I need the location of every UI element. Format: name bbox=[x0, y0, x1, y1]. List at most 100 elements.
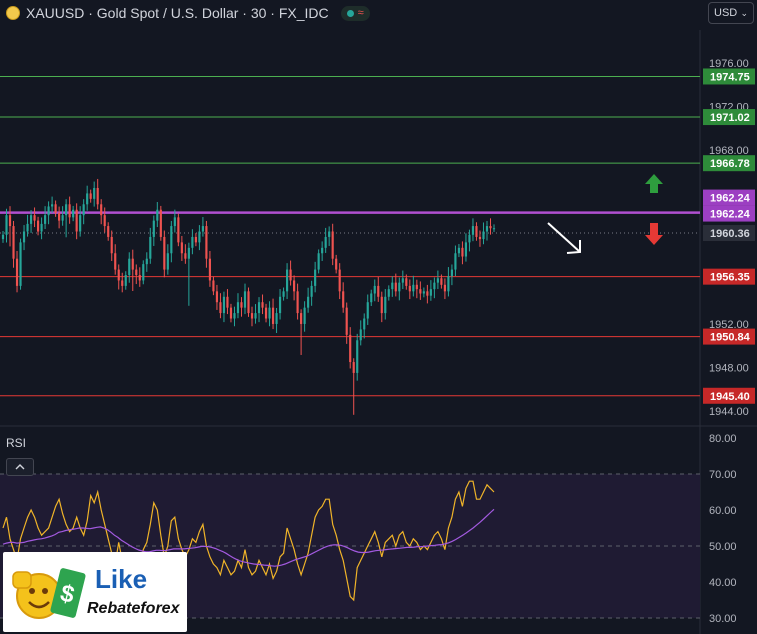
candle-body bbox=[314, 269, 317, 286]
candle-body bbox=[215, 291, 219, 303]
candle-body bbox=[278, 296, 282, 314]
candle-body bbox=[352, 362, 355, 373]
candle-body bbox=[443, 284, 446, 292]
candle-body bbox=[163, 236, 166, 270]
candle-body bbox=[303, 307, 306, 324]
candle-body bbox=[68, 204, 71, 218]
candle-body bbox=[331, 231, 334, 259]
price-tick-label: 1948.00 bbox=[709, 362, 749, 374]
candle-body bbox=[433, 282, 436, 290]
candle-body bbox=[177, 217, 180, 243]
chevron-up-icon bbox=[15, 464, 25, 470]
price-tick-label: 1944.00 bbox=[709, 406, 749, 418]
candle-body bbox=[293, 280, 296, 292]
candle-body bbox=[363, 318, 366, 330]
price-tick-label: 1976.00 bbox=[709, 58, 749, 70]
symbol-title[interactable]: XAUUSD · Gold Spot / U.S. Dollar · 30 · … bbox=[26, 5, 329, 21]
candle-body bbox=[58, 213, 61, 221]
candle-body bbox=[187, 247, 190, 259]
level-badge-label: 1966.78 bbox=[710, 158, 750, 170]
currency-dropdown[interactable]: USD ⌄ bbox=[708, 2, 754, 24]
market-open-dot-icon bbox=[346, 9, 354, 17]
rsi-tick-label: 30.00 bbox=[709, 613, 737, 625]
candle-body bbox=[212, 280, 215, 292]
candle-body bbox=[135, 269, 138, 276]
candle-body bbox=[307, 296, 310, 308]
candle-body bbox=[103, 215, 106, 227]
candle-body bbox=[282, 291, 285, 297]
candle-body bbox=[405, 278, 408, 286]
level-badge-pivot bbox=[703, 205, 755, 222]
candle-body bbox=[201, 226, 204, 232]
price-levels bbox=[0, 75, 700, 397]
candle-body bbox=[226, 296, 229, 308]
candle-body bbox=[138, 275, 141, 281]
rsi-ma-line bbox=[2, 508, 495, 567]
candle-body bbox=[79, 215, 82, 232]
candle-body bbox=[419, 289, 422, 294]
candle-body bbox=[461, 247, 464, 257]
candle-body bbox=[5, 215, 8, 235]
rsi-tick-label: 80.00 bbox=[709, 433, 737, 445]
candle-body bbox=[152, 220, 155, 237]
candle-body bbox=[33, 215, 36, 221]
candle-body bbox=[401, 278, 404, 283]
candle-body bbox=[254, 313, 257, 319]
last-price-badge bbox=[703, 225, 755, 242]
candle-body bbox=[121, 280, 124, 286]
candle-body bbox=[194, 236, 197, 243]
candle-body bbox=[124, 275, 127, 286]
candlesticks bbox=[1, 178, 496, 415]
candle-body bbox=[43, 215, 47, 224]
candle-body bbox=[426, 291, 429, 296]
candle-body bbox=[440, 278, 443, 285]
rsi-tick-label: 50.00 bbox=[709, 541, 737, 553]
chevron-down-icon: ⌄ bbox=[740, 7, 748, 18]
candle-body bbox=[36, 220, 40, 232]
candle-body bbox=[75, 209, 78, 232]
candle-body bbox=[243, 291, 247, 308]
candle-body bbox=[257, 302, 261, 314]
candle-body bbox=[485, 226, 489, 232]
candle-body bbox=[22, 231, 26, 243]
candle-body bbox=[384, 296, 387, 314]
candle-body bbox=[468, 234, 471, 243]
market-status-indicator[interactable]: ≈ bbox=[340, 5, 370, 21]
candle-body bbox=[268, 307, 271, 319]
candle-body bbox=[475, 226, 478, 237]
candle-body bbox=[82, 204, 85, 216]
chart-header: XAUUSD · Gold Spot / U.S. Dollar · 30 · … bbox=[0, 0, 370, 26]
candle-body bbox=[159, 209, 162, 237]
signal-arrows bbox=[547, 174, 663, 254]
candle-body bbox=[180, 242, 183, 254]
candle-body bbox=[261, 302, 264, 308]
candle-body bbox=[349, 334, 352, 363]
mascot-icon: $ bbox=[12, 568, 86, 619]
candle-body bbox=[310, 285, 313, 297]
candle-body bbox=[271, 307, 275, 324]
candle-body bbox=[345, 307, 348, 335]
down-trend-arrow-icon bbox=[547, 222, 581, 254]
candle-body bbox=[205, 226, 208, 259]
level-badge-label: 1971.02 bbox=[710, 112, 750, 124]
candle-body bbox=[342, 291, 345, 308]
rsi-pane-title[interactable]: RSI bbox=[6, 436, 27, 450]
candle-body bbox=[359, 329, 362, 341]
candle-body bbox=[166, 253, 169, 270]
candle-body bbox=[377, 285, 380, 297]
rsi-tick-label: 40.00 bbox=[709, 577, 737, 589]
level-badge-resistance bbox=[703, 68, 755, 85]
candle-body bbox=[184, 253, 187, 259]
collapse-pane-button[interactable] bbox=[6, 458, 34, 476]
candle-body bbox=[198, 231, 201, 243]
candle-body bbox=[142, 264, 145, 281]
candle-body bbox=[114, 253, 117, 270]
rsi-tick-label: 70.00 bbox=[709, 469, 737, 481]
candle-body bbox=[219, 302, 222, 314]
candle-body bbox=[89, 193, 92, 199]
candle-body bbox=[478, 236, 482, 240]
rsi-tick-label: 60.00 bbox=[709, 505, 737, 517]
price-tick-label: 1968.00 bbox=[709, 145, 749, 157]
level-badge-label: 1945.40 bbox=[710, 391, 750, 403]
